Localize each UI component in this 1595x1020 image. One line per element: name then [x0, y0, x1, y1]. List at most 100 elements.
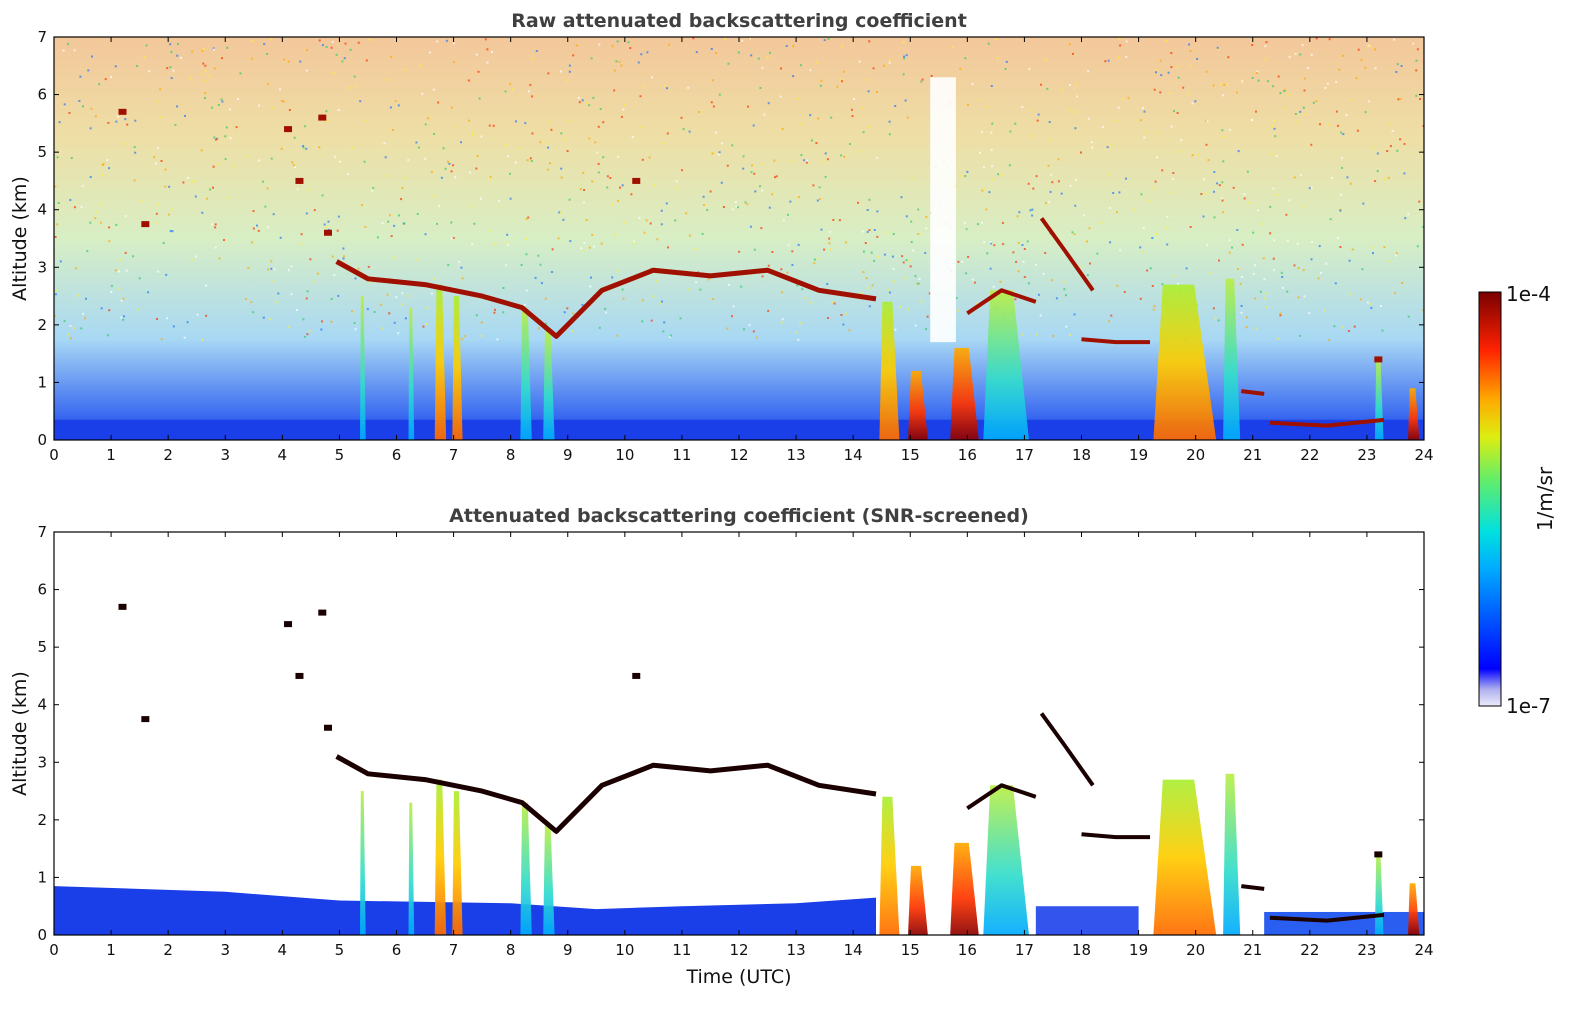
noise-dot — [1057, 158, 1060, 161]
noise-dot — [540, 282, 543, 285]
noise-dot — [870, 251, 873, 254]
noise-dot — [1055, 297, 1058, 300]
plume — [950, 347, 979, 440]
noise-dot — [1075, 178, 1077, 181]
noise-dot — [117, 287, 120, 290]
noise-dot — [1221, 199, 1224, 202]
noise-dot — [604, 307, 607, 310]
noise-dot — [571, 330, 574, 333]
noise-dot — [1367, 44, 1370, 47]
noise-dot — [845, 241, 848, 244]
noise-dot — [774, 176, 776, 179]
noise-dot — [624, 104, 626, 107]
noise-dot — [753, 248, 756, 251]
noise-dot — [682, 128, 685, 131]
noise-dot — [489, 229, 492, 232]
noise-dot — [1001, 221, 1004, 224]
plume — [452, 296, 463, 440]
noise-dot — [1252, 231, 1255, 234]
noise-dot — [611, 203, 614, 206]
noise-dot — [679, 317, 682, 320]
noise-dot — [445, 39, 448, 42]
noise-dot — [321, 320, 323, 323]
noise-dot — [816, 61, 819, 64]
noise-dot — [1057, 180, 1060, 183]
noise-dot — [641, 320, 644, 323]
noise-dot — [447, 264, 450, 267]
noise-dot — [332, 71, 335, 74]
noise-dot — [1325, 262, 1328, 265]
noise-dot — [1182, 86, 1185, 89]
noise-dot — [820, 228, 823, 231]
noise-dot — [1212, 84, 1215, 87]
noise-dot — [1318, 245, 1321, 248]
noise-dot — [371, 189, 374, 192]
x-tick-label: 12 — [729, 941, 748, 959]
noise-dot — [800, 123, 803, 125]
noise-dot — [300, 242, 302, 245]
noise-dot — [641, 126, 643, 129]
noise-dot — [1200, 193, 1203, 195]
noise-dot — [189, 77, 192, 79]
noise-dot — [212, 47, 215, 50]
noise-dot — [147, 291, 150, 294]
noise-dot — [267, 226, 270, 229]
noise-dot — [1026, 240, 1029, 243]
noise-dot — [1002, 243, 1005, 246]
noise-dot — [331, 255, 334, 258]
noise-dot — [471, 243, 474, 246]
noise-dot — [640, 53, 643, 56]
noise-dot — [348, 86, 351, 89]
plume — [1374, 854, 1384, 935]
noise-dot — [726, 164, 729, 167]
noise-dot — [1065, 325, 1068, 328]
noise-dot — [663, 84, 666, 87]
noise-dot — [617, 199, 619, 202]
noise-dot — [559, 211, 562, 214]
noise-dot — [621, 184, 624, 187]
noise-dot — [1264, 58, 1267, 61]
noise-dot — [767, 102, 770, 105]
noise-dot — [279, 88, 282, 91]
noise-dot — [210, 223, 213, 226]
noise-dot — [1395, 252, 1398, 255]
noise-dot — [613, 69, 616, 72]
noise-dot — [592, 96, 595, 99]
noise-dot — [620, 115, 623, 118]
noise-dot — [463, 335, 466, 338]
colorbar-min-label: 1e-7 — [1506, 694, 1551, 718]
noise-dot — [1023, 276, 1026, 278]
noise-dot — [1256, 70, 1259, 73]
noise-dot — [1018, 211, 1021, 214]
noise-dot — [94, 217, 97, 220]
noise-dot — [560, 70, 562, 73]
noise-dot — [903, 57, 906, 60]
noise-dot — [889, 59, 891, 62]
noise-dot — [1288, 56, 1291, 59]
x-tick-label: 10 — [615, 446, 634, 464]
noise-dot — [1187, 92, 1190, 95]
y-tick-label: 4 — [37, 201, 47, 219]
noise-dot — [1418, 200, 1421, 203]
noise-dot — [694, 248, 697, 251]
noise-dot — [327, 220, 330, 223]
noise-dot — [313, 209, 316, 212]
noise-dot — [308, 329, 311, 332]
noise-dot — [477, 70, 480, 73]
noise-dot — [755, 336, 758, 339]
noise-dot — [299, 60, 302, 63]
x-tick-label: 0 — [49, 941, 59, 959]
noise-dot — [283, 58, 285, 61]
noise-dot — [1251, 118, 1254, 121]
noise-dot — [351, 310, 353, 313]
noise-dot — [857, 201, 859, 204]
noise-dot — [90, 107, 93, 110]
noise-dot — [282, 100, 285, 103]
noise-dot — [1272, 85, 1275, 88]
noise-dot — [79, 75, 82, 78]
noise-dot — [353, 75, 356, 78]
noise-dot — [877, 255, 880, 258]
noise-dot — [1415, 94, 1418, 97]
noise-dot — [1166, 226, 1169, 229]
noise-dot — [1039, 314, 1042, 317]
